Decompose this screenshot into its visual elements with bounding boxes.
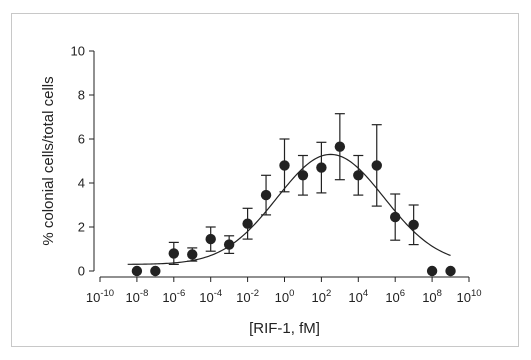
data-point xyxy=(334,141,346,152)
x-tick-base: 10 xyxy=(162,290,176,305)
data-point xyxy=(187,249,198,260)
data-point xyxy=(279,160,290,171)
data-point xyxy=(131,265,143,277)
x-tick-exp: 2 xyxy=(326,288,331,299)
x-tick-exp: 0 xyxy=(289,288,294,299)
data-point xyxy=(353,170,364,181)
x-axis-title: [RIF-1, fM] xyxy=(249,320,320,337)
x-tick-base: 10 xyxy=(312,290,326,305)
x-tick-label: 104 xyxy=(348,288,368,305)
x-tick-label: 10-6 xyxy=(162,288,185,305)
y-tick-label: 10 xyxy=(71,44,85,59)
x-tick-exp: -4 xyxy=(214,288,222,299)
x-tick-label: 10-10 xyxy=(86,288,114,305)
x-tick-base: 10 xyxy=(422,290,436,305)
x-tick-exp: -6 xyxy=(177,288,185,299)
data-point xyxy=(223,239,235,250)
fit-curve xyxy=(127,153,451,265)
x-axis: 10-10 10-8 10-6 10-4 10-2 100 102 104 106 108 1010 xyxy=(86,276,482,305)
data-points xyxy=(131,113,456,277)
y-axis: 0 2 4 6 8 10 xyxy=(71,44,95,279)
y-tick-label: 0 xyxy=(78,264,85,279)
x-tick-label: 1010 xyxy=(456,288,481,305)
x-tick-exp: 6 xyxy=(400,288,405,299)
y-tick-label: 4 xyxy=(78,176,85,191)
y-axis-title: % colonial cells/total cells xyxy=(40,76,57,245)
x-tick-label: 102 xyxy=(312,288,332,305)
x-tick-exp: -2 xyxy=(251,288,259,299)
x-tick-base: 10 xyxy=(86,290,100,305)
data-point xyxy=(260,189,272,201)
data-point xyxy=(408,219,419,230)
x-tick-exp: -10 xyxy=(100,288,114,299)
data-point xyxy=(371,160,382,171)
x-tick-exp: 8 xyxy=(437,288,442,299)
data-point xyxy=(168,248,179,259)
y-tick-label: 6 xyxy=(78,132,85,147)
x-tick-base: 10 xyxy=(385,290,399,305)
x-tick-base: 10 xyxy=(275,290,289,305)
data-point xyxy=(426,265,438,277)
x-tick-label: 10-4 xyxy=(199,288,222,305)
y-tick-label: 8 xyxy=(78,88,85,103)
data-point xyxy=(316,162,327,173)
x-tick-base: 10 xyxy=(236,290,250,305)
x-tick-exp: 10 xyxy=(471,288,482,299)
x-tick-label: 10-8 xyxy=(125,288,148,305)
x-tick-base: 10 xyxy=(199,290,213,305)
x-tick-base: 10 xyxy=(456,290,470,305)
x-tick-base: 10 xyxy=(348,290,362,305)
data-point xyxy=(150,265,161,277)
data-point xyxy=(242,218,253,229)
x-tick-label: 10-2 xyxy=(236,288,259,305)
data-point xyxy=(445,265,456,277)
x-tick-label: 106 xyxy=(385,288,405,305)
data-point xyxy=(205,233,216,245)
x-tick-exp: 4 xyxy=(363,288,368,299)
data-point xyxy=(297,170,309,181)
y-tick-label: 2 xyxy=(78,220,85,235)
x-tick-label: 108 xyxy=(422,288,442,305)
data-point xyxy=(390,211,401,223)
x-tick-base: 10 xyxy=(125,290,139,305)
x-tick-label: 100 xyxy=(275,288,295,305)
chart-frame: 0 2 4 6 8 10 10-10 10-8 10-6 10-4 10-2 100 102 104 10… xyxy=(11,13,519,347)
x-tick-exp: -8 xyxy=(140,288,148,299)
